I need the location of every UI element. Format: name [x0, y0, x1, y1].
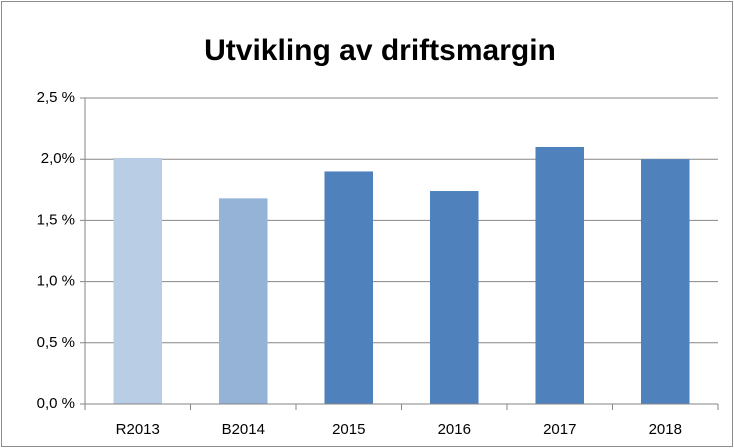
- x-tick-label: 2017: [543, 421, 576, 438]
- bar: [218, 198, 268, 404]
- y-tick-label: 0,5 %: [37, 334, 75, 351]
- bar: [429, 191, 479, 404]
- x-tick-label: 2016: [438, 421, 471, 438]
- y-tick-label: 2,5 %: [37, 89, 75, 106]
- x-tick-label: 2015: [332, 421, 365, 438]
- y-tick-label: 1,5 %: [37, 211, 75, 228]
- bar: [640, 159, 690, 404]
- chart-title: Utvikling av driftsmargin: [204, 34, 556, 67]
- x-tick-label: 2018: [649, 421, 682, 438]
- y-tick-label: 1,0 %: [37, 273, 75, 290]
- x-tick-label: R2013: [116, 421, 160, 438]
- y-tick-label: 2,0%: [41, 150, 75, 167]
- bar: [113, 157, 163, 404]
- bar: [324, 171, 374, 404]
- x-tick-label: B2014: [222, 421, 265, 438]
- y-tick-label: 0,0 %: [37, 395, 75, 412]
- bar: [535, 146, 585, 404]
